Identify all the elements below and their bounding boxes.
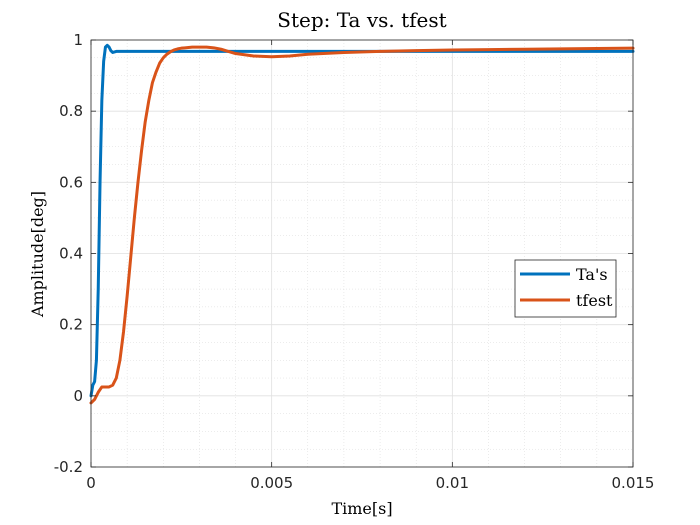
y-tick-label: -0.2 [54, 458, 83, 476]
y-axis-ticks: -0.2 0 0.2 0.4 0.6 0.8 1 [54, 31, 633, 476]
x-tick-label: 0.005 [250, 474, 293, 492]
y-tick-label: 0.2 [59, 316, 83, 334]
legend-label-tfest: tfest [576, 291, 613, 310]
x-tick-label: 0.015 [612, 474, 655, 492]
y-tick-label: 1 [73, 31, 83, 49]
chart-title: Step: Ta vs. tfest [277, 8, 446, 32]
y-tick-label: 0 [73, 387, 83, 405]
minor-grid [91, 40, 633, 467]
y-tick-label: 0.4 [59, 245, 83, 263]
x-axis-label: Time[s] [331, 499, 392, 518]
series-line-ta [89, 43, 635, 398]
series-line-tfest [89, 45, 635, 405]
series-layer [89, 43, 635, 405]
y-tick-label: 0.6 [59, 173, 83, 191]
x-axis-ticks: 0 0.005 0.01 0.015 [86, 40, 654, 492]
x-tick-label: 0.01 [436, 474, 469, 492]
x-tick-label: 0 [86, 474, 96, 492]
y-axis-label: Amplitude[deg] [28, 191, 47, 318]
y-tick-label: 0.8 [59, 102, 83, 120]
legend-box [514, 259, 617, 318]
legend: Ta's tfest [514, 259, 617, 318]
legend-label-ta: Ta's [576, 265, 608, 284]
